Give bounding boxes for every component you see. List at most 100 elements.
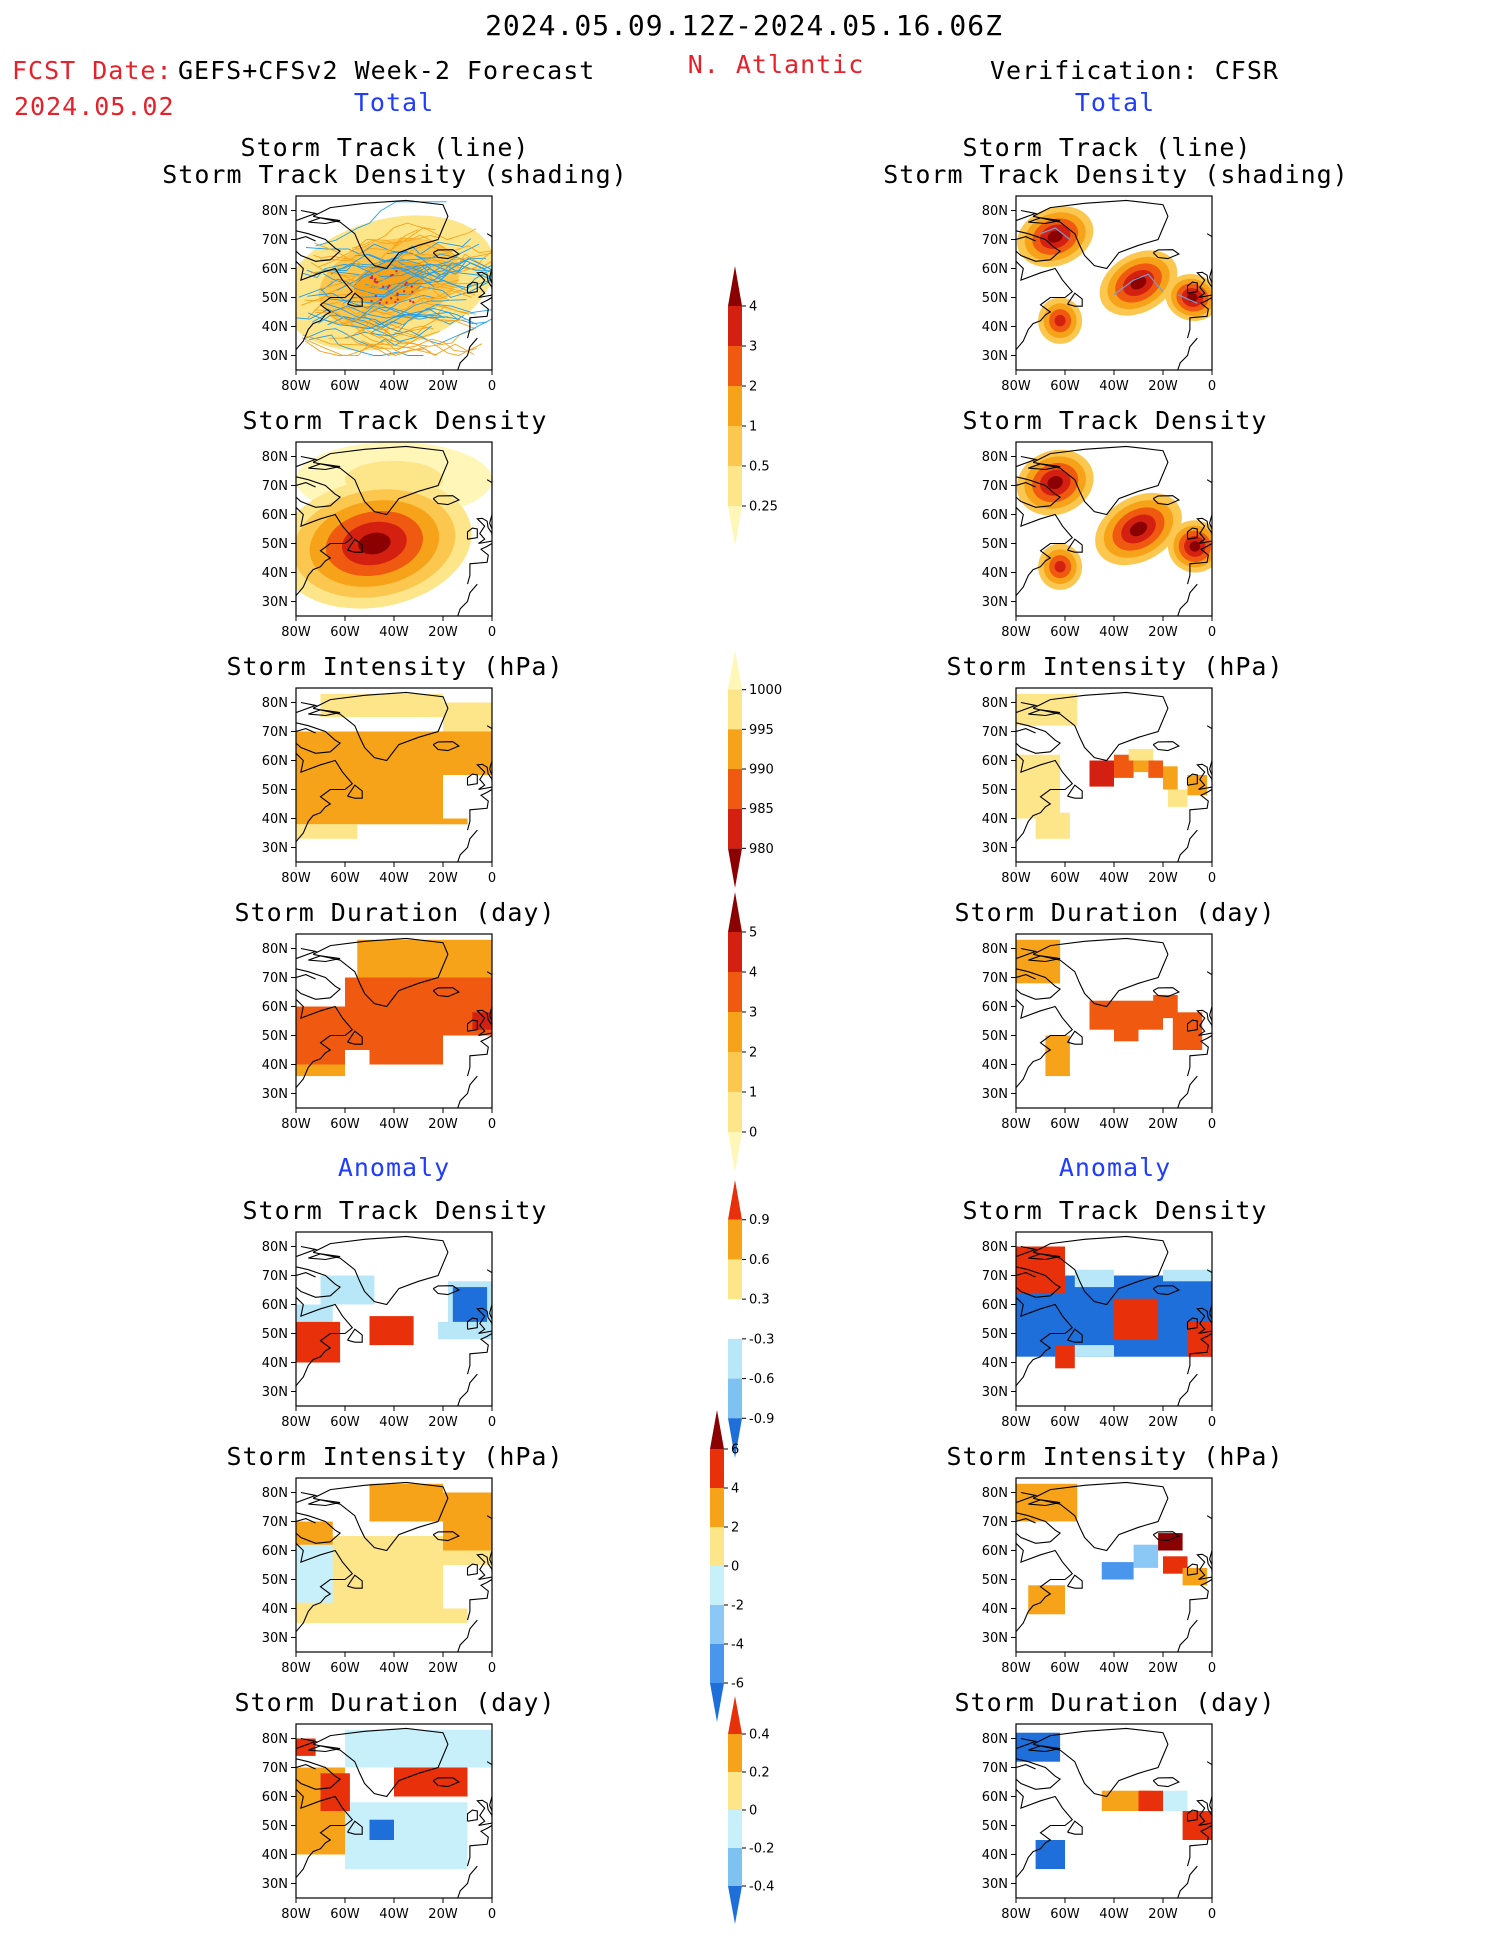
lon-tick-label: 20W (1148, 871, 1178, 886)
lon-tick-label: 0 (1208, 1907, 1216, 1922)
lat-tick-label: 30N (262, 1385, 288, 1400)
lat-tick-label: 40N (982, 812, 1008, 827)
lat-tick-label: 70N (982, 725, 1008, 740)
title-density-anom-left: Storm Track Density (242, 1196, 548, 1225)
lon-tick-label: 40W (1099, 1415, 1129, 1430)
lon-tick-label: 40W (1099, 1907, 1129, 1922)
colorbar-label: -6 (731, 1677, 744, 1692)
lat-tick-label: 30N (982, 1087, 1008, 1102)
colorbar-duration-total: 5 4 3 2 1 0 (718, 882, 808, 1196)
lat-tick-label: 50N (982, 1819, 1008, 1834)
grid-shading (1016, 693, 1208, 839)
grid-shading (296, 693, 492, 848)
colorbar-intensity-anom: 6 4 2 0 -2 -4 -6 (700, 1400, 790, 1746)
colorbar-segment (728, 650, 742, 690)
colorbar-segment (728, 689, 742, 730)
lat-tick-label: 60N (982, 1790, 1008, 1805)
lat-tick-label: 70N (982, 1269, 1008, 1284)
right-anomaly-label: Anomaly (1058, 1153, 1172, 1182)
lat-tick-label: 50N (982, 1029, 1008, 1044)
lat-tick-label: 80N (982, 204, 1008, 219)
title-duration-anom-right: Storm Duration (day) (954, 1688, 1276, 1717)
colorbar-label: 0.4 (749, 1728, 770, 1743)
lon-tick-label: 80W (1001, 1117, 1031, 1132)
colorbar-duration-anom: 0.4 0.2 0 -0.2 -0.4 (718, 1686, 808, 1948)
lon-tick-label: 40W (379, 1415, 409, 1430)
title-track-shading-left: Storm Track Density (shading) (162, 160, 628, 189)
grid-shading (296, 1483, 492, 1638)
lat-tick-label: 80N (262, 1486, 288, 1501)
colorbar-segment (728, 1772, 742, 1810)
shading (296, 442, 492, 609)
lat-tick-label: 60N (262, 508, 288, 523)
lon-tick-label: 40W (1099, 1117, 1129, 1132)
grid-shading (1016, 1732, 1212, 1869)
lat-tick-label: 70N (262, 725, 288, 740)
coastline (1016, 691, 1212, 862)
lon-tick-label: 0 (488, 871, 496, 886)
lon-tick-label: 80W (1001, 625, 1031, 640)
lat-tick-label: 40N (262, 320, 288, 335)
lat-tick-label: 70N (262, 1761, 288, 1776)
lon-tick-label: 20W (1148, 379, 1178, 394)
lat-tick-label: 80N (982, 696, 1008, 711)
lat-tick-label: 70N (262, 1269, 288, 1284)
lon-tick-label: 20W (1148, 1117, 1178, 1132)
lat-tick-label: 30N (262, 1877, 288, 1892)
lat-tick-label: 60N (982, 1298, 1008, 1313)
title-density-left: Storm Track Density (242, 406, 548, 435)
lat-tick-label: 30N (982, 841, 1008, 856)
lat-tick-label: 40N (982, 1058, 1008, 1073)
coastline (296, 199, 492, 370)
lat-tick-label: 60N (262, 754, 288, 769)
colorbar-label: -4 (731, 1638, 744, 1653)
lon-tick-label: 40W (1099, 625, 1129, 640)
lat-tick-label: 30N (982, 595, 1008, 610)
lon-tick-label: 20W (428, 625, 458, 640)
lon-tick-label: 60W (1050, 871, 1080, 886)
lon-tick-label: 20W (428, 379, 458, 394)
lat-tick-label: 80N (262, 1732, 288, 1747)
lat-tick-label: 70N (262, 1515, 288, 1530)
lat-tick-label: 60N (262, 1790, 288, 1805)
shading (1017, 206, 1212, 344)
colorbar-segment (728, 769, 742, 809)
lon-tick-label: 60W (1050, 379, 1080, 394)
lon-tick-label: 80W (281, 1415, 311, 1430)
lon-tick-label: 40W (379, 1117, 409, 1132)
coastline (1016, 1727, 1212, 1898)
coastline (296, 937, 492, 1108)
lon-tick-label: 20W (428, 871, 458, 886)
lon-tick-label: 40W (1099, 379, 1129, 394)
lon-tick-label: 0 (1208, 625, 1216, 640)
lat-tick-label: 60N (262, 1298, 288, 1313)
colorbar-segment (728, 848, 742, 888)
coastline (296, 1727, 492, 1898)
lon-tick-label: 0 (488, 1661, 496, 1676)
lat-tick-label: 50N (262, 1573, 288, 1588)
lat-tick-label: 40N (982, 1356, 1008, 1371)
colorbar-label: 1 (749, 420, 757, 435)
lat-tick-label: 70N (982, 971, 1008, 986)
lat-tick-label: 40N (982, 566, 1008, 581)
colorbar-label: 0 (731, 1560, 739, 1575)
lat-tick-label: 80N (982, 450, 1008, 465)
obs-track-lines (1040, 227, 1198, 304)
lat-tick-label: 50N (262, 1819, 288, 1834)
title-density-anom-right: Storm Track Density (962, 1196, 1268, 1225)
colorbar-label: 3 (749, 340, 757, 355)
lat-tick-label: 80N (262, 942, 288, 957)
lat-tick-label: 50N (982, 783, 1008, 798)
lon-tick-label: 80W (1001, 1907, 1031, 1922)
lat-tick-label: 30N (262, 1087, 288, 1102)
colorbar-label: 1 (749, 1086, 757, 1101)
colorbar-segment (710, 1449, 724, 1488)
lat-tick-label: 70N (262, 479, 288, 494)
lat-tick-label: 50N (982, 1573, 1008, 1588)
lon-tick-label: 20W (428, 1907, 458, 1922)
lon-tick-label: 40W (379, 625, 409, 640)
lat-tick-label: 70N (262, 233, 288, 248)
grid-shading (1016, 1483, 1208, 1615)
grid-shading (296, 1275, 492, 1363)
lat-tick-label: 30N (982, 349, 1008, 364)
